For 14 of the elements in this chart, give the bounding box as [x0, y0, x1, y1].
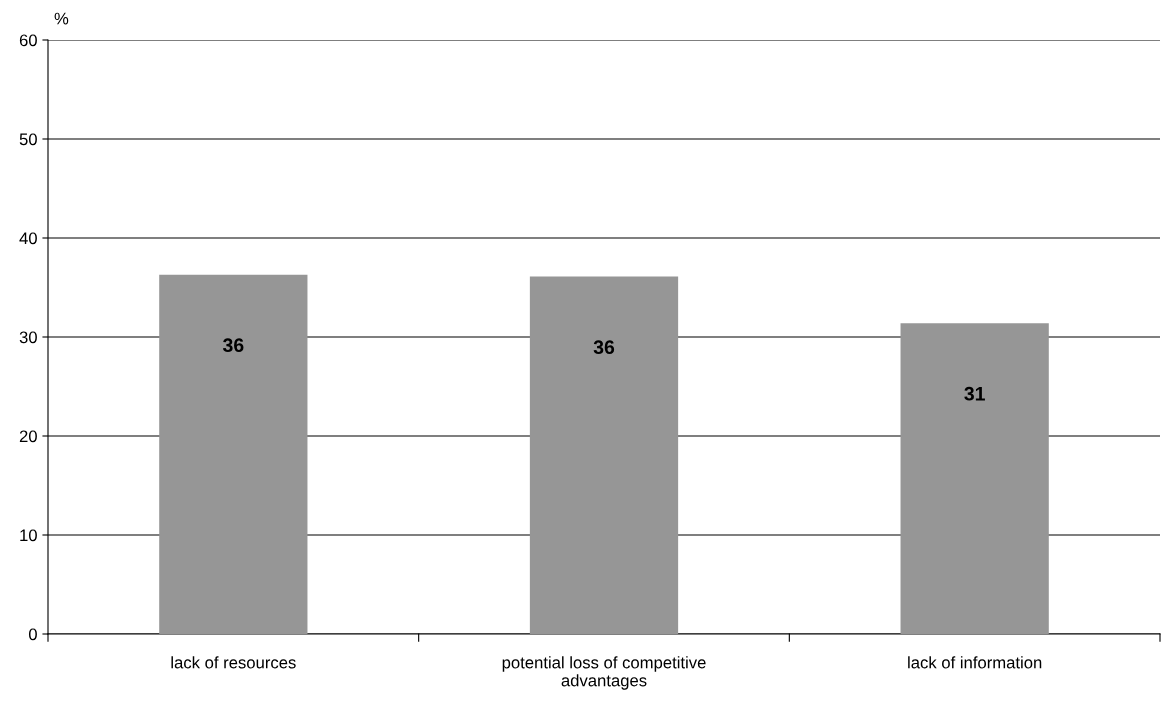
data-label: 36 — [222, 338, 244, 353]
y-axis-title: % — [54, 12, 69, 25]
x-tick-label: lack of information — [908, 656, 1042, 669]
y-tick-label: 0 — [28, 628, 37, 641]
y-tick-label: 20 — [19, 430, 37, 443]
data-label: 36 — [593, 340, 615, 355]
x-tick-label: potential loss of competitive advantages — [502, 656, 706, 690]
y-tick-label: 30 — [19, 331, 37, 344]
x-tick-label: lack of resources — [171, 656, 296, 669]
y-tick-label: 40 — [19, 232, 37, 245]
y-tick-label: 60 — [19, 34, 37, 47]
y-tick-label: 10 — [20, 529, 37, 542]
y-tick-label: 50 — [19, 133, 37, 146]
data-label: 31 — [964, 386, 985, 401]
